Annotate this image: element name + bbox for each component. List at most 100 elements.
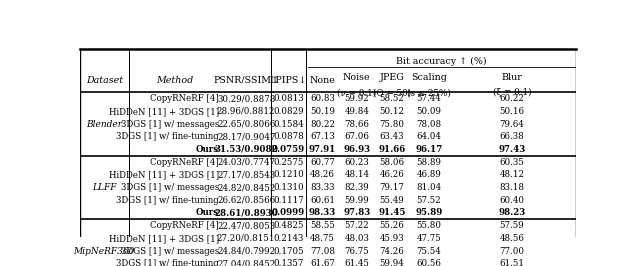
Text: 28.96/0.8812: 28.96/0.8812 — [217, 107, 275, 116]
Text: 83.18: 83.18 — [499, 183, 525, 192]
Text: 59.92: 59.92 — [344, 94, 369, 103]
Text: 0.1117: 0.1117 — [273, 196, 304, 205]
Text: 48.26: 48.26 — [310, 171, 335, 179]
Text: 3DGS [1] w/ fine-tuning: 3DGS [1] w/ fine-tuning — [116, 196, 219, 205]
Text: 0.1310: 0.1310 — [273, 183, 303, 192]
Text: 27.17/0.8543: 27.17/0.8543 — [217, 171, 275, 179]
Text: 78.08: 78.08 — [417, 120, 442, 128]
Text: 24.84/0.7992: 24.84/0.7992 — [217, 247, 275, 256]
Text: 45.93: 45.93 — [380, 234, 404, 243]
Text: 98.23: 98.23 — [499, 209, 525, 218]
Text: MipNeRF360: MipNeRF360 — [74, 247, 135, 256]
Text: 60.40: 60.40 — [499, 196, 525, 205]
Text: 79.64: 79.64 — [500, 120, 524, 128]
Text: 81.04: 81.04 — [417, 183, 442, 192]
Text: 63.43: 63.43 — [380, 132, 404, 141]
Text: Ours: Ours — [196, 145, 219, 154]
Text: 0.1705: 0.1705 — [273, 247, 303, 256]
Text: Noise: Noise — [343, 73, 371, 82]
Text: Bit accuracy ↑ (%): Bit accuracy ↑ (%) — [396, 57, 486, 66]
Text: 55.80: 55.80 — [417, 221, 442, 230]
Text: 60.35: 60.35 — [500, 158, 524, 167]
Text: 27.04/0.8452: 27.04/0.8452 — [217, 259, 275, 266]
Text: 58.52: 58.52 — [380, 94, 404, 103]
Text: JPEG: JPEG — [380, 73, 404, 82]
Text: 58.55: 58.55 — [310, 221, 335, 230]
Text: Dataset: Dataset — [86, 76, 123, 85]
Text: CopyRNeRF [4]: CopyRNeRF [4] — [150, 94, 219, 103]
Text: HiDDeN [11] + 3DGS [1]: HiDDeN [11] + 3DGS [1] — [109, 234, 219, 243]
Text: 48.56: 48.56 — [500, 234, 524, 243]
Text: 67.06: 67.06 — [344, 132, 369, 141]
Text: 57.22: 57.22 — [344, 221, 369, 230]
Text: 74.26: 74.26 — [380, 247, 404, 256]
Text: 91.66: 91.66 — [378, 145, 406, 154]
Text: 22.47/0.8053: 22.47/0.8053 — [217, 221, 275, 230]
Text: Blur: Blur — [502, 73, 522, 82]
Text: 79.17: 79.17 — [380, 183, 404, 192]
Text: PSNR/SSIM↑: PSNR/SSIM↑ — [213, 76, 279, 85]
Text: 60.56: 60.56 — [417, 259, 442, 266]
Text: 30.29/0.8878: 30.29/0.8878 — [217, 94, 275, 103]
Text: 97.43: 97.43 — [499, 145, 525, 154]
Text: 0.0999: 0.0999 — [272, 209, 305, 218]
Text: 24.82/0.8452: 24.82/0.8452 — [217, 183, 275, 192]
Text: 47.75: 47.75 — [417, 234, 442, 243]
Text: 58.89: 58.89 — [417, 158, 442, 167]
Text: 59.99: 59.99 — [344, 196, 369, 205]
Text: 57.44: 57.44 — [417, 94, 442, 103]
Text: 66.38: 66.38 — [500, 132, 524, 141]
Text: (s ≤ 25%): (s ≤ 25%) — [407, 88, 451, 97]
Text: LLFF: LLFF — [92, 183, 116, 192]
Text: 60.83: 60.83 — [310, 94, 335, 103]
Text: 59.94: 59.94 — [380, 259, 404, 266]
Text: 60.77: 60.77 — [310, 158, 335, 167]
Text: 28.61/0.8930: 28.61/0.8930 — [214, 209, 278, 218]
Text: HiDDeN [11] + 3DGS [1]: HiDDeN [11] + 3DGS [1] — [109, 171, 219, 179]
Text: Blender: Blender — [86, 120, 122, 128]
Text: 67.13: 67.13 — [310, 132, 335, 141]
Text: 46.26: 46.26 — [380, 171, 404, 179]
Text: 60.61: 60.61 — [310, 196, 335, 205]
Text: 48.14: 48.14 — [344, 171, 369, 179]
Text: 64.04: 64.04 — [417, 132, 442, 141]
Text: LPIPS↓: LPIPS↓ — [269, 76, 307, 85]
Text: 0.0813: 0.0813 — [273, 94, 303, 103]
Text: 55.26: 55.26 — [380, 221, 404, 230]
Text: CopyRNeRF [4]: CopyRNeRF [4] — [150, 221, 219, 230]
Text: 3DGS [1] w/ messages: 3DGS [1] w/ messages — [120, 247, 219, 256]
Text: 75.80: 75.80 — [380, 120, 404, 128]
Text: 77.00: 77.00 — [499, 247, 525, 256]
Text: 22.65/0.8066: 22.65/0.8066 — [217, 120, 275, 128]
Text: 0.0829: 0.0829 — [273, 107, 303, 116]
Text: Scaling: Scaling — [411, 73, 447, 82]
Text: 97.91: 97.91 — [309, 145, 336, 154]
Text: 95.89: 95.89 — [415, 209, 443, 218]
Text: 98.33: 98.33 — [309, 209, 336, 218]
Text: 0.2143: 0.2143 — [273, 234, 303, 243]
Text: 60.22: 60.22 — [500, 94, 524, 103]
Text: (ν = 0.1): (ν = 0.1) — [337, 88, 376, 97]
Text: 3DGS [1] w/ fine-tuning: 3DGS [1] w/ fine-tuning — [116, 132, 219, 141]
Text: 0.1357: 0.1357 — [273, 259, 303, 266]
Text: 80.22: 80.22 — [310, 120, 335, 128]
Text: 50.16: 50.16 — [499, 107, 525, 116]
Text: 60.23: 60.23 — [344, 158, 369, 167]
Text: (ξ = 0.1): (ξ = 0.1) — [493, 88, 531, 97]
Text: 0.1210: 0.1210 — [273, 171, 304, 179]
Text: 91.45: 91.45 — [378, 209, 406, 218]
Text: 0.0878: 0.0878 — [273, 132, 304, 141]
Text: 27.20/0.8151: 27.20/0.8151 — [217, 234, 275, 243]
Text: 78.66: 78.66 — [344, 120, 369, 128]
Text: 0.2575: 0.2575 — [273, 158, 303, 167]
Text: HiDDeN [11] + 3DGS [1]: HiDDeN [11] + 3DGS [1] — [109, 107, 219, 116]
Text: 0.0759: 0.0759 — [272, 145, 305, 154]
Text: (Q = 50): (Q = 50) — [373, 88, 411, 97]
Text: 55.49: 55.49 — [380, 196, 404, 205]
Text: 3DGS [1] w/ messages: 3DGS [1] w/ messages — [120, 183, 219, 192]
Text: 24.03/0.7747: 24.03/0.7747 — [217, 158, 275, 167]
Text: 57.52: 57.52 — [417, 196, 442, 205]
Text: 75.54: 75.54 — [417, 247, 442, 256]
Text: 49.84: 49.84 — [344, 107, 369, 116]
Text: 76.75: 76.75 — [344, 247, 369, 256]
